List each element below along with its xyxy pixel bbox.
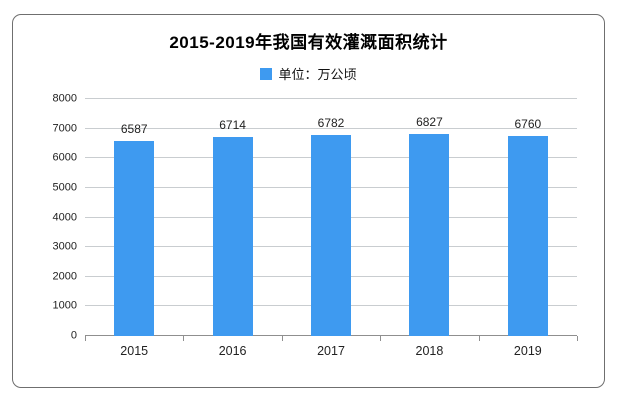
legend-marker-icon xyxy=(260,67,273,80)
bar-column-2018: 6827 xyxy=(380,99,478,336)
bar-2017 xyxy=(311,135,352,336)
bars-layer: 6587 6714 6782 6827 6760 xyxy=(85,99,577,336)
x-tick-label-2017: 2017 xyxy=(317,344,345,358)
bar-value-label-2018: 6827 xyxy=(416,114,443,129)
bar-2016 xyxy=(212,137,253,336)
x-axis-tick-4 xyxy=(478,336,480,341)
y-tick-label-7000: 7000 xyxy=(52,122,77,135)
x-axis-tick-3 xyxy=(380,336,382,341)
y-tick-label-0: 0 xyxy=(70,329,77,342)
y-axis-labels: 0 1000 2000 3000 4000 5000 6000 7000 8000 xyxy=(13,93,77,341)
plot-area: 6587 6714 6782 6827 6760 xyxy=(85,98,577,336)
y-tick-label-8000: 8000 xyxy=(52,92,77,105)
bar-column-2015: 6587 xyxy=(85,99,183,336)
chart-title: 2015-2019年我国有效灌溉面积统计 xyxy=(169,33,448,52)
bar-value-label-2019: 6760 xyxy=(514,116,542,131)
chart-card: 2015-2019年我国有效灌溉面积统计 单位：万公顷 0 1000 2000 300… xyxy=(12,14,605,388)
bar-value-label-2015: 6587 xyxy=(120,121,148,136)
y-tick-label-6000: 6000 xyxy=(52,151,77,164)
y-tick-label-3000: 3000 xyxy=(52,240,77,253)
x-axis-tick-0 xyxy=(85,336,86,341)
x-tick-label-2015: 2015 xyxy=(120,344,149,358)
legend-label: 单位：万公顷 xyxy=(278,67,357,82)
bar-value-label-2016: 6714 xyxy=(219,118,246,133)
bar-value-label-2017: 6782 xyxy=(317,116,345,131)
legend: 单位：万公顷 xyxy=(13,64,604,83)
x-tick-label-2019: 2019 xyxy=(513,344,542,358)
gridline-8000 xyxy=(85,98,577,99)
y-tick-label-2000: 2000 xyxy=(52,270,77,283)
bar-column-2016: 6714 xyxy=(183,99,281,336)
x-tick-label-2018: 2018 xyxy=(415,344,444,358)
y-tick-label-4000: 4000 xyxy=(52,211,77,223)
bar-2015 xyxy=(114,140,155,336)
x-axis-tick-5 xyxy=(577,336,578,341)
bar-column-2017: 6782 xyxy=(282,99,380,336)
y-tick-label-5000: 5000 xyxy=(52,181,77,194)
y-tick-label-1000: 1000 xyxy=(52,299,77,312)
bar-2019 xyxy=(507,135,548,336)
gridline-7000 xyxy=(85,127,577,129)
bar-column-2019: 6760 xyxy=(479,99,577,336)
x-axis-tick-1 xyxy=(183,336,185,341)
bar-2018 xyxy=(409,133,450,336)
x-axis-tick-2 xyxy=(281,336,283,341)
x-axis-labels: 2015 2016 2017 2018 2019 xyxy=(85,344,577,362)
x-tick-label-2016: 2016 xyxy=(218,344,247,358)
